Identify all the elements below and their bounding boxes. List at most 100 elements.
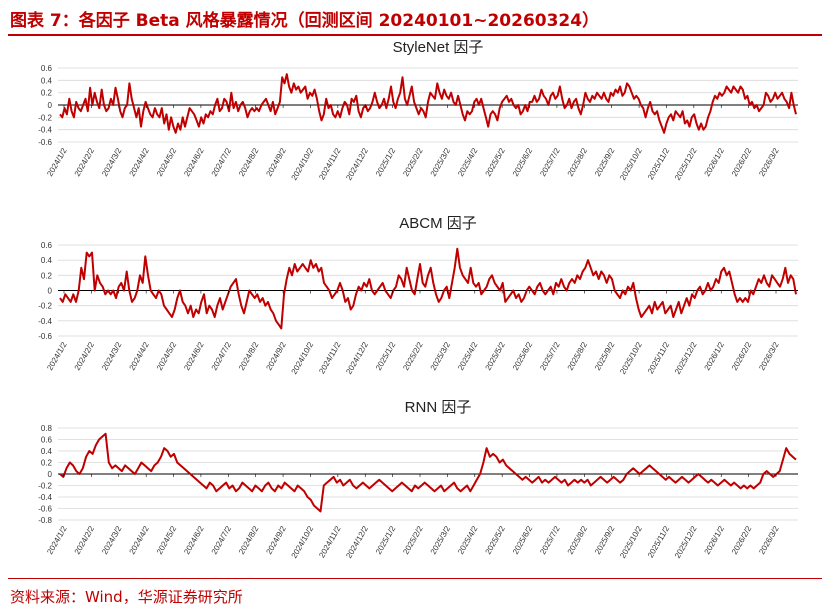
source-note: 资料来源：Wind，华源证券研究所	[10, 588, 243, 606]
y-tick-label: 0.2	[41, 459, 53, 468]
y-tick-label: -0.6	[38, 332, 52, 341]
x-tick-label: 2026/3/2	[757, 340, 781, 372]
y-tick-label: -0.8	[38, 516, 52, 525]
x-tick-label: 2025/10/2	[618, 340, 644, 376]
x-tick-label: 2024/8/2	[237, 340, 261, 372]
x-tick-label: 2026/1/2	[703, 146, 727, 178]
x-tick-label: 2025/10/2	[618, 524, 644, 560]
y-tick-label: 0.4	[41, 76, 53, 85]
x-tick-label: 2025/11/2	[646, 146, 672, 181]
x-tick-label: 2024/4/2	[128, 340, 152, 372]
x-tick-label: 2024/10/2	[290, 146, 316, 182]
chart-panel-3: RNN 因子0.80.60.40.20-0.2-0.4-0.6-0.82024/…	[38, 399, 798, 560]
x-tick-label: 2024/3/2	[100, 524, 124, 556]
x-tick-label: 2024/7/2	[210, 524, 234, 556]
x-tick-label: 2024/12/2	[344, 146, 370, 182]
x-tick-label: 2025/8/2	[566, 340, 590, 372]
x-tick-label: 2024/7/2	[210, 146, 234, 178]
x-tick-label: 2025/3/2	[429, 146, 453, 178]
x-tick-label: 2024/3/2	[100, 340, 124, 372]
x-tick-label: 2025/9/2	[593, 146, 617, 178]
y-tick-label: -0.6	[38, 505, 52, 514]
y-tick-label: 0.6	[41, 64, 53, 73]
y-tick-label: 0.4	[41, 256, 53, 265]
x-tick-label: 2025/7/2	[538, 524, 562, 556]
x-tick-label: 2024/6/2	[182, 524, 206, 556]
x-tick-label: 2024/7/2	[210, 340, 234, 372]
x-tick-label: 2024/11/2	[317, 146, 343, 181]
x-tick-label: 2025/7/2	[538, 340, 562, 372]
y-tick-label: 0.8	[41, 424, 53, 433]
x-tick-label: 2024/12/2	[344, 524, 370, 560]
x-tick-label: 2025/3/2	[429, 340, 453, 372]
x-tick-label: 2024/3/2	[100, 146, 124, 178]
x-tick-label: 2025/2/2	[401, 146, 425, 178]
x-tick-label: 2024/5/2	[155, 340, 179, 372]
header-rule	[8, 34, 822, 36]
x-tick-label: 2025/7/2	[538, 146, 562, 178]
y-tick-label: -0.4	[38, 317, 52, 326]
x-tick-label: 2026/2/2	[730, 524, 754, 556]
x-tick-label: 2024/2/2	[73, 524, 97, 556]
x-tick-label: 2024/6/2	[182, 340, 206, 372]
y-tick-label: 0	[48, 287, 53, 296]
x-tick-label: 2024/10/2	[290, 524, 316, 560]
x-tick-label: 2024/5/2	[155, 524, 179, 556]
x-tick-label: 2025/6/2	[511, 340, 535, 372]
x-tick-label: 2024/11/2	[317, 524, 343, 559]
y-tick-label: 0.4	[41, 447, 53, 456]
y-tick-label: 0.6	[41, 436, 53, 445]
x-tick-label: 2025/4/2	[456, 146, 480, 178]
y-tick-label: -0.4	[38, 126, 52, 135]
x-tick-label: 2024/4/2	[128, 146, 152, 178]
x-tick-label: 2025/10/2	[618, 146, 644, 182]
series-line	[59, 73, 797, 134]
x-tick-label: 2026/2/2	[730, 340, 754, 372]
x-tick-label: 2025/5/2	[484, 340, 508, 372]
x-tick-label: 2025/11/2	[646, 340, 672, 375]
x-tick-label: 2025/3/2	[429, 524, 453, 556]
x-tick-label: 2025/1/2	[374, 340, 398, 372]
x-tick-label: 2025/9/2	[593, 524, 617, 556]
x-tick-label: 2024/6/2	[182, 146, 206, 178]
x-tick-label: 2024/10/2	[290, 340, 316, 376]
x-tick-label: 2024/9/2	[264, 524, 288, 556]
x-tick-label: 2025/4/2	[456, 524, 480, 556]
chart-title: ABCM 因子	[399, 215, 477, 232]
x-tick-label: 2025/8/2	[566, 524, 590, 556]
y-tick-label: 0	[48, 470, 53, 479]
chart-title: RNN 因子	[405, 399, 472, 416]
x-tick-label: 2024/1/2	[45, 340, 69, 372]
series-line	[59, 432, 797, 513]
x-tick-label: 2025/6/2	[511, 524, 535, 556]
x-tick-label: 2024/1/2	[45, 146, 69, 178]
y-tick-label: -0.2	[38, 302, 52, 311]
y-tick-label: 0	[48, 101, 53, 110]
x-tick-label: 2024/12/2	[344, 340, 370, 376]
figure-title: 图表 7：各因子 Beta 风格暴露情况（回测区间 20240101~20260…	[10, 11, 600, 31]
y-tick-label: -0.2	[38, 482, 52, 491]
x-tick-label: 2026/1/2	[703, 340, 727, 372]
x-tick-label: 2025/5/2	[484, 524, 508, 556]
x-tick-label: 2025/1/2	[374, 146, 398, 178]
x-tick-label: 2025/8/2	[566, 146, 590, 178]
x-tick-label: 2024/9/2	[264, 340, 288, 372]
x-tick-label: 2024/8/2	[237, 524, 261, 556]
x-tick-label: 2025/6/2	[511, 146, 535, 178]
x-tick-label: 2025/2/2	[401, 524, 425, 556]
x-tick-label: 2025/5/2	[484, 146, 508, 178]
chart-title: StyleNet 因子	[393, 39, 484, 56]
x-tick-label: 2024/4/2	[128, 524, 152, 556]
series-line	[59, 247, 797, 330]
x-tick-label: 2025/12/2	[673, 524, 699, 560]
x-tick-label: 2026/2/2	[730, 146, 754, 178]
x-tick-label: 2024/11/2	[317, 340, 343, 375]
x-tick-label: 2025/2/2	[401, 340, 425, 372]
y-tick-label: 0.2	[41, 271, 53, 280]
chart-panel-1: StyleNet 因子 0.6 0.4 0.2 0 -0.2 -0.4 -0.62024/1/…	[38, 39, 798, 182]
x-tick-label: 2024/8/2	[237, 146, 261, 178]
x-tick-label: 2026/3/2	[757, 524, 781, 556]
x-tick-label: 2025/4/2	[456, 340, 480, 372]
